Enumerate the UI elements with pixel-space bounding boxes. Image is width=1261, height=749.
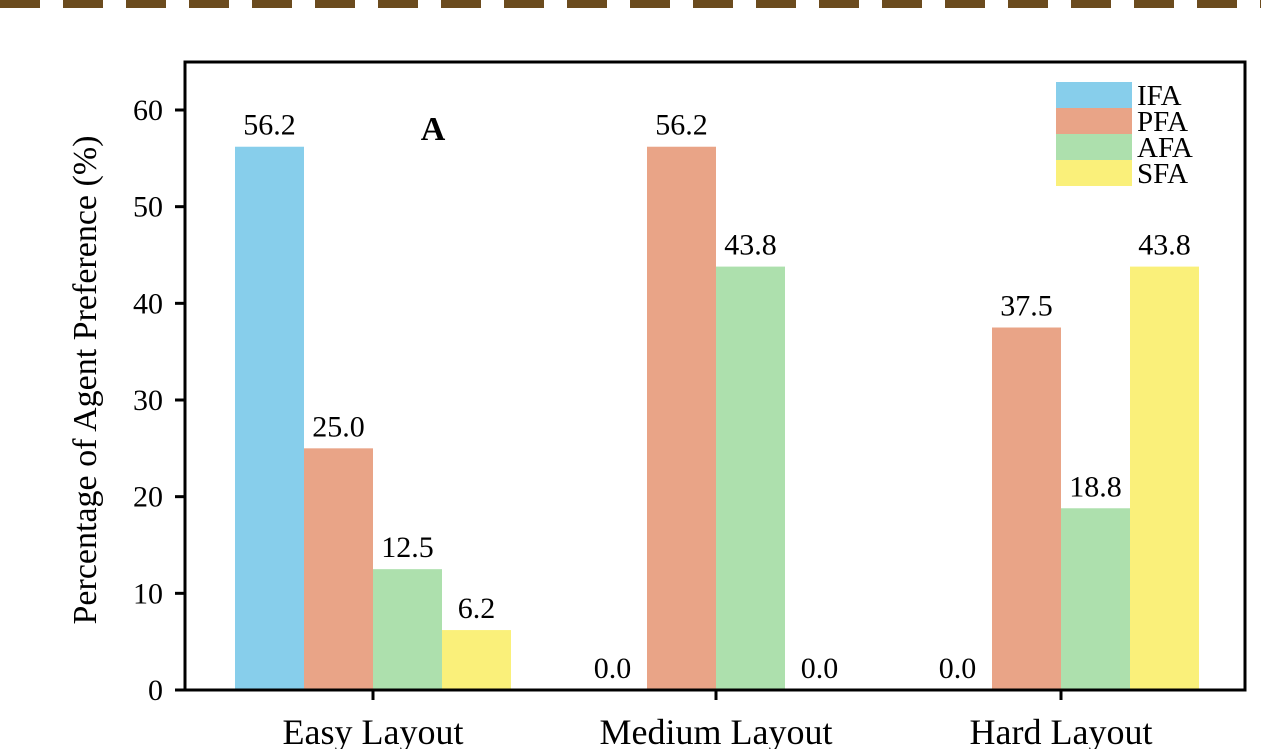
bar-value-label: 18.8: [1069, 470, 1122, 503]
bar-value-label: 37.5: [1000, 290, 1053, 323]
x-tick-label: Medium Layout: [600, 712, 833, 749]
y-tick-label: 50: [133, 191, 163, 224]
y-axis: 0 10 20 30 40 50 60: [133, 94, 185, 707]
y-tick-label: 40: [133, 287, 163, 320]
y-tick-label: 60: [133, 94, 163, 127]
legend-swatch-ifa: [1056, 82, 1132, 108]
legend-swatch-afa: [1056, 134, 1132, 160]
bar-value-label: 12.5: [381, 531, 434, 564]
legend-swatch-sfa: [1056, 160, 1132, 186]
bar-afa-3: [1061, 508, 1130, 690]
bar-value-label: 43.8: [1138, 229, 1191, 262]
bar-afa-1: [373, 569, 442, 690]
bars-layer: [235, 146, 1199, 690]
y-axis-label: Percentage of Agent Preference (%): [67, 136, 104, 625]
bar-pfa-1: [304, 448, 373, 690]
y-tick-label: 20: [133, 481, 163, 514]
y-tick-label: 10: [133, 577, 163, 610]
y-tick-label: 0: [148, 674, 163, 707]
x-axis: Easy Layout Medium Layout Hard Layout: [283, 690, 1153, 749]
x-tick-label: Hard Layout: [970, 712, 1153, 749]
legend-label: SFA: [1137, 158, 1188, 190]
bar-value-label: 0.0: [801, 652, 839, 685]
y-tick-label: 30: [133, 384, 163, 417]
bar-value-label: 56.2: [243, 109, 296, 142]
bar-value-label: 25.0: [312, 410, 365, 443]
legend-label: AFA: [1137, 132, 1193, 164]
bar-value-label: 0.0: [939, 652, 977, 685]
x-tick-label: Easy Layout: [283, 712, 464, 749]
bar-afa-2: [716, 266, 785, 690]
legend-label: PFA: [1137, 106, 1188, 138]
bar-pfa-3: [992, 327, 1061, 690]
panel-annotation: A: [421, 111, 446, 148]
bar-labels-layer: 56.2 25.0 12.5 6.2 0.0 56.2 43.8 0.0 0.0 37.5 18.8…: [243, 109, 1191, 685]
bar-value-label: 43.8: [724, 229, 777, 262]
legend-label: IFA: [1137, 80, 1182, 112]
bar-sfa-1: [442, 630, 511, 690]
bar-pfa-2: [647, 146, 716, 690]
bar-value-label: 6.2: [458, 592, 496, 625]
bar-ifa-1: [235, 146, 304, 690]
bar-value-label: 0.0: [594, 652, 632, 685]
legend-swatch-pfa: [1056, 108, 1132, 134]
bar-sfa-3: [1130, 266, 1199, 690]
bar-value-label: 56.2: [655, 109, 708, 142]
